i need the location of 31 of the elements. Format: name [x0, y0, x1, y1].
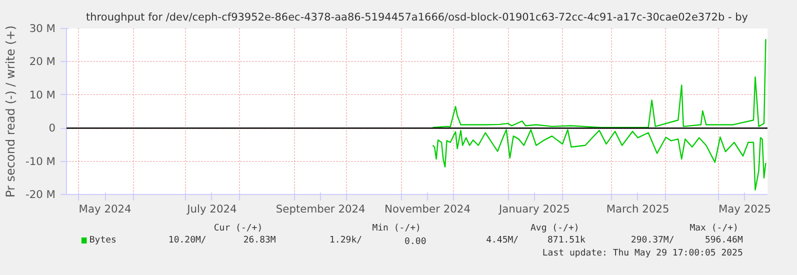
- text: Max (-/+): [690, 224, 738, 234]
- text: 290.37M/: [630, 236, 674, 246]
- text: 0.00: [404, 237, 426, 247]
- chart-title: throughput for /dev/ceph-cf93952e-86ec-4378-aa86-5194457a1666/osd-block-01901c63-72cc-4c91-a17c-30cae02e372b - by: [86, 12, 748, 24]
- x-tick-label: January 2025: [498, 202, 570, 216]
- y-tick-label: 10 M: [29, 88, 56, 102]
- x-tick-label: September 2024: [276, 202, 366, 216]
- text: Last update: Thu May 29 17:00:05 2025: [542, 248, 743, 258]
- text: 26.83M: [243, 236, 276, 246]
- x-tick-label: November 2024: [384, 202, 471, 216]
- text: 4.45M/: [486, 236, 519, 246]
- y-axis-title: Pr second read (-) / write (+): [4, 25, 18, 198]
- text: Cur (-/+): [214, 224, 263, 234]
- line-series: [432, 129, 766, 190]
- text: 10.20M/: [168, 236, 206, 246]
- legend-label: Bytes: [89, 236, 116, 246]
- y-tick-label: 0: [48, 122, 56, 135]
- y-tick-label: -10 M: [26, 154, 56, 168]
- x-tick-label: May 2024: [78, 202, 132, 216]
- text: 871.51k: [548, 236, 586, 246]
- text: 1.29k/: [330, 236, 362, 246]
- text: 596.46M: [704, 236, 744, 246]
- y-tick-label: 30 M: [29, 22, 56, 35]
- x-tick-label: May 2025: [718, 202, 771, 216]
- x-tick-label: July 2024: [186, 202, 238, 216]
- x-tick-label: March 2025: [606, 202, 670, 216]
- y-tick-label: -20 M: [26, 188, 56, 201]
- text: Avg (-/+): [530, 224, 580, 234]
- line-series: [432, 38, 766, 128]
- text: Min (-/+): [372, 224, 421, 234]
- y-tick-label: 20 M: [29, 55, 56, 68]
